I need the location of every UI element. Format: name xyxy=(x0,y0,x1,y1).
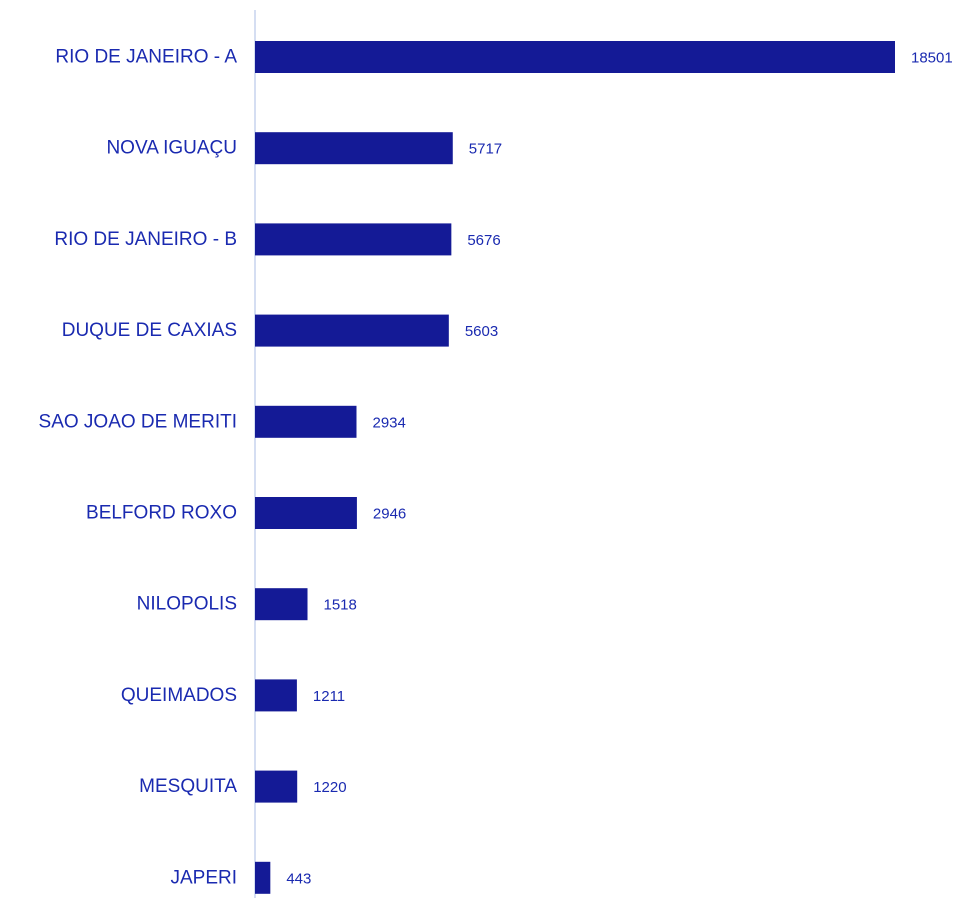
category-label: RIO DE JANEIRO - B xyxy=(54,229,237,250)
value-label: 2946 xyxy=(373,506,406,523)
value-label: 2934 xyxy=(372,414,405,431)
category-label: RIO DE JANEIRO - A xyxy=(55,47,237,68)
bar xyxy=(255,770,298,803)
bar xyxy=(255,588,308,621)
bar xyxy=(255,132,453,165)
value-label: 1220 xyxy=(313,779,346,796)
category-label: JAPERI xyxy=(170,867,237,888)
bars-group: RIO DE JANEIRO - A 18501 NOVA IGUAÇU 5717 RI… xyxy=(39,41,953,894)
category-label: QUEIMADOS xyxy=(121,685,237,706)
category-label: NILOPOLIS xyxy=(137,594,237,615)
value-label: 18501 xyxy=(911,50,953,67)
category-label: DUQUE DE CAXIAS xyxy=(62,320,237,341)
category-label: BELFORD ROXO xyxy=(86,503,237,524)
category-label: NOVA IGUAÇU xyxy=(106,138,237,159)
bar xyxy=(255,314,449,347)
bar xyxy=(255,679,297,712)
bar xyxy=(255,223,452,256)
bar xyxy=(255,41,895,73)
value-label: 443 xyxy=(286,870,311,887)
value-label: 5603 xyxy=(465,323,498,340)
bar xyxy=(255,497,357,529)
bar xyxy=(255,405,357,438)
value-label: 5717 xyxy=(469,141,502,158)
category-label: SAO JOAO DE MERITI xyxy=(39,411,237,432)
bar xyxy=(255,861,271,894)
value-label: 1211 xyxy=(313,688,345,705)
category-label: MESQUITA xyxy=(139,776,237,797)
value-label: 1518 xyxy=(324,597,357,614)
value-label: 5676 xyxy=(467,232,500,249)
